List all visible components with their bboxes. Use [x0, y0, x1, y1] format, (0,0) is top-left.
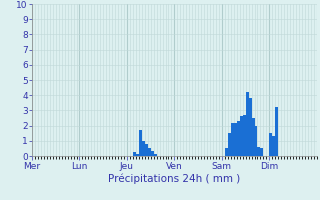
Bar	[139, 130, 142, 156]
Bar	[249, 98, 252, 156]
Bar	[275, 107, 278, 156]
Bar	[136, 154, 139, 156]
Bar	[142, 141, 145, 156]
Bar	[225, 148, 228, 156]
Bar	[243, 115, 246, 156]
Bar	[252, 118, 254, 156]
Bar	[145, 144, 148, 156]
Bar	[254, 126, 258, 156]
Bar	[133, 152, 136, 156]
Bar	[237, 121, 240, 156]
Bar	[260, 148, 263, 156]
Bar	[148, 148, 151, 156]
X-axis label: Précipitations 24h ( mm ): Précipitations 24h ( mm )	[108, 173, 241, 184]
Bar	[151, 151, 154, 156]
Bar	[228, 133, 231, 156]
Bar	[234, 123, 237, 156]
Bar	[240, 116, 243, 156]
Bar	[154, 154, 156, 156]
Bar	[246, 92, 249, 156]
Bar	[272, 136, 275, 156]
Bar	[269, 133, 272, 156]
Bar	[231, 123, 234, 156]
Bar	[258, 147, 260, 156]
